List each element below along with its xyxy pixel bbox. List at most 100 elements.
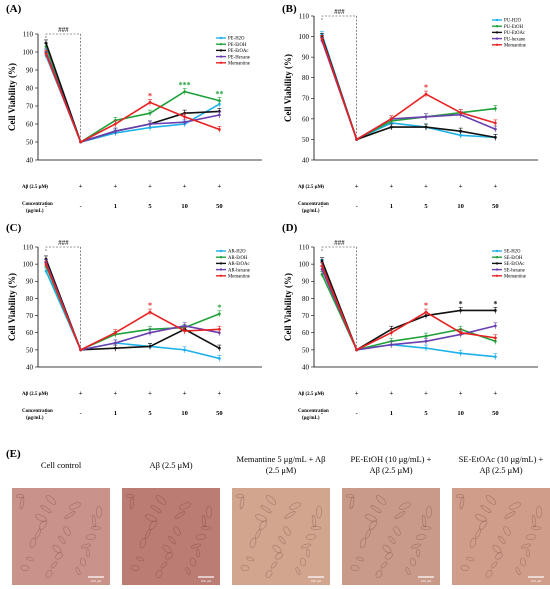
legend-label: Memantine bbox=[504, 275, 526, 280]
cell-shape bbox=[459, 496, 465, 510]
concentration-row-value: 5 bbox=[424, 203, 428, 210]
y-tick-label: 110 bbox=[23, 243, 34, 251]
data-point bbox=[183, 120, 187, 124]
photo-caption: (2.5 μM) bbox=[266, 465, 297, 475]
legend-marker bbox=[219, 256, 223, 259]
concentration-row-value: 1 bbox=[390, 203, 393, 210]
legend-label: PU-EtOAc bbox=[504, 31, 525, 36]
cell-shape bbox=[64, 511, 76, 519]
cell-shape bbox=[382, 544, 392, 554]
y-tick-label: 80 bbox=[302, 295, 310, 303]
abeta-row-value: + bbox=[389, 183, 393, 190]
series-line bbox=[45, 263, 220, 351]
y-tick-label: 50 bbox=[26, 138, 34, 146]
cell-shape bbox=[519, 557, 527, 567]
cell-shape bbox=[311, 514, 317, 528]
cell-shape bbox=[86, 548, 90, 558]
cell-shape bbox=[149, 520, 157, 530]
significance-marker: ** bbox=[215, 90, 223, 99]
cell-shape bbox=[69, 502, 81, 510]
cell-shape bbox=[162, 544, 172, 554]
data-point bbox=[459, 309, 463, 312]
abeta-row-value: + bbox=[217, 390, 221, 397]
legend-marker bbox=[495, 274, 499, 277]
data-point bbox=[389, 327, 393, 331]
scale-bar-label: 100 μm bbox=[421, 579, 432, 583]
data-point bbox=[44, 41, 48, 45]
y-tick-label: 70 bbox=[26, 102, 34, 110]
cell-shape bbox=[388, 535, 396, 545]
data-point bbox=[424, 92, 428, 96]
y-tick-label: 40 bbox=[302, 363, 310, 371]
cell-shape bbox=[63, 526, 71, 536]
data-point bbox=[148, 111, 152, 115]
y-tick-label: 50 bbox=[302, 136, 310, 144]
series-line bbox=[45, 258, 220, 351]
data-point bbox=[389, 339, 393, 343]
abeta-row-value: + bbox=[148, 390, 152, 397]
micrograph-image bbox=[12, 488, 110, 585]
y-tick-label: 110 bbox=[23, 30, 34, 38]
photo-tile: SE-EtOAc (10 μg/mL) +Aβ (2.5 μM) 100 μm bbox=[452, 454, 550, 585]
significance-marker: *** bbox=[179, 81, 191, 90]
cell-shape bbox=[480, 505, 492, 513]
cell-shape bbox=[255, 529, 261, 539]
micrograph-image bbox=[232, 488, 330, 585]
data-point bbox=[493, 355, 497, 359]
cell-shape bbox=[385, 552, 393, 560]
concentration-row-value: - bbox=[321, 410, 323, 417]
y-tick-label: 40 bbox=[26, 363, 34, 371]
abeta-row-value: - bbox=[45, 183, 47, 190]
data-point bbox=[320, 264, 324, 268]
concentration-row-value: 1 bbox=[390, 410, 393, 417]
cell-shape bbox=[394, 511, 406, 519]
concentration-row-value: 50 bbox=[216, 410, 223, 417]
data-point bbox=[113, 122, 117, 126]
cell-shape bbox=[195, 534, 207, 540]
photo-tile: Memantine 5 μg/mL + Aβ(2.5 μM) 100 μm bbox=[232, 454, 330, 585]
cell-shape bbox=[129, 496, 135, 510]
cell-shape bbox=[283, 526, 291, 536]
cell-shape bbox=[306, 548, 310, 558]
abeta-row-value: + bbox=[493, 390, 497, 397]
series-line bbox=[45, 270, 220, 360]
cell-shape bbox=[25, 556, 35, 562]
cell-shape bbox=[475, 529, 481, 539]
data-point bbox=[493, 121, 497, 125]
cell-shape bbox=[29, 537, 37, 549]
cell-shape bbox=[531, 514, 537, 528]
legend-marker bbox=[219, 268, 223, 271]
cell-shape bbox=[495, 552, 503, 560]
series-line bbox=[321, 36, 496, 141]
legend-marker bbox=[495, 25, 499, 28]
data-point bbox=[459, 111, 463, 115]
legend-label: AR-hexane bbox=[228, 268, 250, 273]
legend-label: PE-H2O bbox=[228, 37, 245, 42]
cell-shape bbox=[58, 535, 66, 545]
data-point bbox=[217, 102, 221, 106]
scale-bar-label: 100 μm bbox=[311, 579, 322, 583]
micrograph-image bbox=[342, 488, 440, 585]
series-line bbox=[321, 265, 496, 351]
significance-marker: * bbox=[493, 299, 497, 308]
control-significance-label: ### bbox=[334, 8, 345, 16]
cell-shape bbox=[310, 526, 322, 530]
data-point bbox=[355, 138, 359, 141]
y-axis-label: Cell Viability (%) bbox=[7, 273, 17, 341]
scale-bar-label: 100 μm bbox=[201, 579, 212, 583]
y-tick-label: 90 bbox=[302, 54, 310, 62]
photo-tile: Aβ (2.5 μM) 100 μm bbox=[122, 460, 220, 585]
y-tick-label: 80 bbox=[26, 84, 34, 92]
cell-shape bbox=[345, 494, 355, 498]
cell-shape bbox=[168, 535, 176, 545]
cell-shape bbox=[465, 556, 475, 562]
data-point bbox=[355, 348, 359, 352]
y-tick-label: 110 bbox=[299, 12, 310, 20]
data-point bbox=[493, 135, 497, 139]
abeta-row-value: + bbox=[424, 390, 428, 397]
legend-marker bbox=[219, 36, 223, 40]
concentration-row-unit: (μg/mL) bbox=[302, 416, 320, 421]
cell-shape bbox=[350, 565, 360, 571]
data-point bbox=[148, 327, 152, 331]
data-point bbox=[424, 125, 428, 129]
